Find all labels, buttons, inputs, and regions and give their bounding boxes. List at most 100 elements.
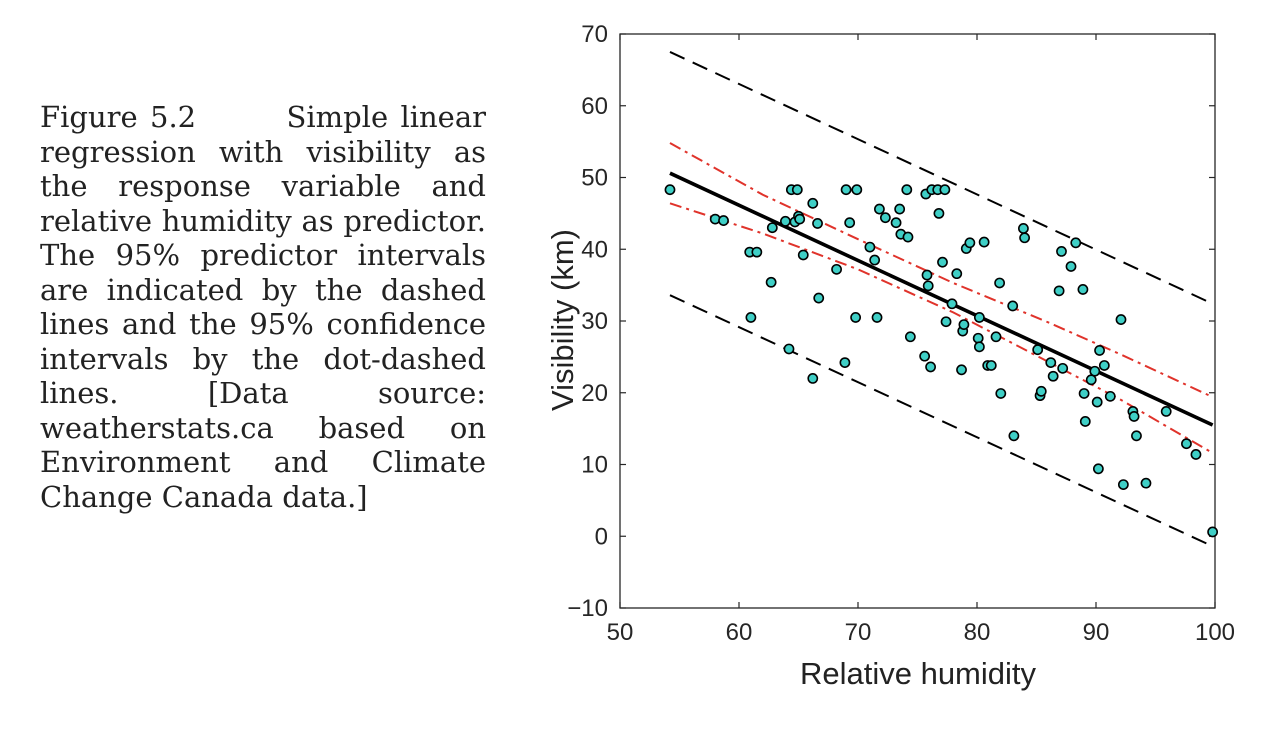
y-tick-label: 20 [581,380,608,407]
data-point [1057,362,1069,374]
data-point [919,350,931,362]
data-point [851,184,863,196]
data-point [1092,463,1104,475]
data-point [1181,438,1192,450]
regression-chart: Visibility (km) Relative humidity 50 60 70… [545,21,1235,691]
x-tick-label: 70 [845,619,872,646]
data-point [783,343,795,355]
data-point [1131,430,1142,442]
data-point [1207,526,1219,538]
data-point [1008,430,1020,442]
data-point [901,184,913,196]
x-tick-label: 100 [1195,619,1235,646]
data-point [871,312,883,323]
data-point [1079,416,1091,427]
data-point [933,207,945,219]
data-point [874,203,885,215]
data-point [812,218,823,229]
y-tick-label: 10 [581,452,608,479]
y-tick-label: −10 [567,595,608,622]
data-point [990,331,1002,343]
x-axis-label: Relative humidity [800,656,1037,691]
data-point [664,184,676,196]
regression-line [669,171,1214,427]
data-point [939,184,951,196]
data-point [973,341,985,353]
caption-text: Simple linear regression with visibility… [40,100,486,514]
data-point [1056,246,1067,257]
data-point [1115,314,1127,325]
data-point [1085,374,1097,386]
data-point [1045,357,1057,369]
data-point [794,213,806,225]
data-point [1065,261,1077,272]
data-point [951,268,963,280]
data-point [766,222,778,234]
data-point [994,277,1006,289]
y-tick-label: 60 [581,93,608,120]
data-point [958,319,970,330]
y-tick-label: 30 [581,308,608,335]
y-tick-label: 0 [595,523,608,550]
data-point [972,332,984,344]
y-tick-label: 40 [581,236,608,263]
data-point [1091,396,1103,408]
data-point [1032,344,1044,356]
data-point [791,184,803,196]
data-point [797,249,809,261]
data-point [1098,360,1110,371]
data-point [925,361,936,373]
data-point [765,276,777,288]
data-point [864,241,876,253]
data-point [869,254,881,266]
data-point [780,215,791,227]
data-point [978,236,990,248]
data-point [995,388,1007,399]
confidence-interval-lower-line [669,202,1214,454]
data-point [937,256,948,268]
data-point [890,217,902,229]
data-point [956,364,967,376]
data-point [902,231,914,243]
data-point [844,217,856,229]
data-point [813,292,825,304]
data-point [1077,284,1089,295]
y-tick-label: 70 [581,21,608,48]
data-point [807,372,819,384]
data-point [904,331,916,343]
data-point [1078,388,1090,399]
data-point [1140,477,1152,489]
data-point [1089,365,1101,377]
x-tick-label: 60 [726,619,753,646]
figure-number: Figure 5.2 [40,100,197,134]
data-point [1007,300,1019,312]
data-point [879,212,891,224]
data-point [1035,385,1047,397]
data-point [1190,449,1202,460]
data-point [946,298,958,310]
data-point [1160,406,1172,417]
data-point [807,197,819,209]
data-point [1070,237,1082,249]
data-point [1053,285,1065,297]
x-tick-label: 50 [607,619,634,646]
data-point [718,215,729,226]
data-point [751,246,763,258]
x-tick-label: 80 [964,619,991,646]
data-point [1117,479,1129,490]
data-point [973,312,985,323]
data-point [745,312,757,323]
y-tick-label: 50 [581,165,608,192]
x-tick-label: 90 [1083,619,1110,646]
data-point [831,263,842,275]
data-point [922,280,934,292]
data-point [1047,370,1059,382]
data-point [1018,223,1029,234]
chart-area: Visibility (km) Relative humidity 50 60 70… [520,0,1272,736]
confidence-interval-upper-line [669,142,1214,398]
data-point [1104,390,1116,402]
data-point [1128,411,1140,422]
data-point [1019,232,1030,244]
data-point [839,357,851,369]
figure-caption: Figure 5.2 Simple linear regression with… [40,100,486,514]
